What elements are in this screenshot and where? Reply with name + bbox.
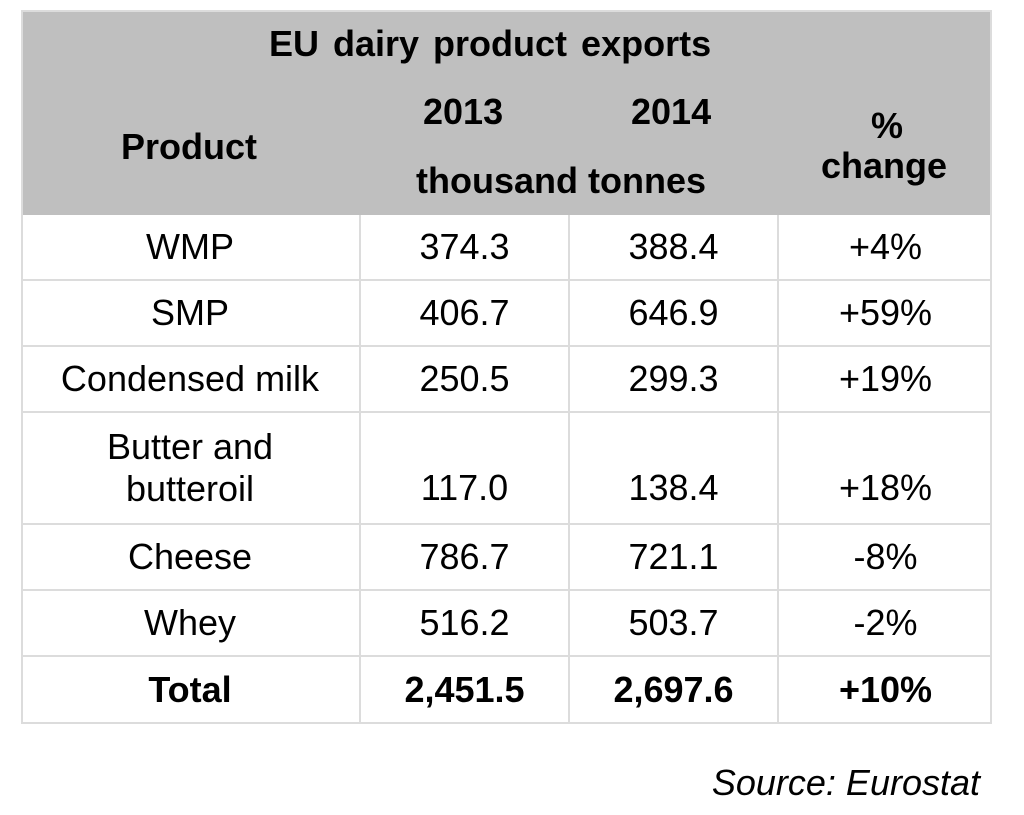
column-header-2013: 2013 xyxy=(423,91,504,132)
table-row: Whey 516.2 503.7 -2% xyxy=(21,591,992,657)
cell-2014: 503.7 xyxy=(568,591,777,655)
cell-change: +10% xyxy=(777,657,992,724)
cell-change: -8% xyxy=(777,525,992,589)
cell-product: Condensed milk xyxy=(60,357,320,399)
cell-product: Butter and butteroil xyxy=(106,425,274,509)
table-row: SMP 406.7 646.9 +59% xyxy=(21,281,992,347)
cell-product: Whey xyxy=(143,601,237,643)
column-header-percent-symbol: % xyxy=(871,105,904,146)
column-header-product: Product xyxy=(121,126,258,167)
cell-2013: 2,451.5 xyxy=(359,657,568,724)
column-header-units: thousand tonnes xyxy=(416,160,706,201)
table-row: Cheese 786.7 721.1 -8% xyxy=(21,525,992,591)
cell-product: Total xyxy=(148,669,232,711)
cell-2013: 406.7 xyxy=(359,281,568,345)
cell-2013: 117.0 xyxy=(359,413,568,523)
table-body: WMP 374.3 388.4 +4% SMP 406.7 646.9 +59%… xyxy=(21,215,992,724)
total-row: Total 2,451.5 2,697.6 +10% xyxy=(21,657,992,724)
cell-change: -2% xyxy=(777,591,992,655)
cell-2013: 516.2 xyxy=(359,591,568,655)
cell-2013: 786.7 xyxy=(359,525,568,589)
cell-product: SMP xyxy=(150,291,229,333)
cell-2014: 646.9 xyxy=(568,281,777,345)
dairy-exports-table: EU dairy product exports Product 2013 20… xyxy=(21,10,992,724)
cell-2014: 138.4 xyxy=(568,413,777,523)
table-title: EU dairy product exports xyxy=(269,23,712,64)
table-header: EU dairy product exports Product 2013 20… xyxy=(21,10,992,215)
cell-2014: 721.1 xyxy=(568,525,777,589)
cell-2014: 299.3 xyxy=(568,347,777,411)
cell-product: WMP xyxy=(146,225,234,267)
cell-2013: 374.3 xyxy=(359,215,568,279)
column-header-percent-change: change xyxy=(821,145,948,186)
cell-change: +18% xyxy=(777,413,992,523)
cell-2013: 250.5 xyxy=(359,347,568,411)
table-row: Condensed milk 250.5 299.3 +19% xyxy=(21,347,992,413)
table-row: Butter and butteroil 117.0 138.4 +18% xyxy=(21,413,992,525)
cell-2014: 2,697.6 xyxy=(568,657,777,724)
cell-change: +59% xyxy=(777,281,992,345)
cell-product: Cheese xyxy=(127,535,253,577)
cell-change: +4% xyxy=(777,215,992,279)
source-note: Source: Eurostat xyxy=(711,762,980,803)
cell-2014: 388.4 xyxy=(568,215,777,279)
table-row: WMP 374.3 388.4 +4% xyxy=(21,215,992,281)
cell-change: +19% xyxy=(777,347,992,411)
column-header-2014: 2014 xyxy=(631,91,712,132)
